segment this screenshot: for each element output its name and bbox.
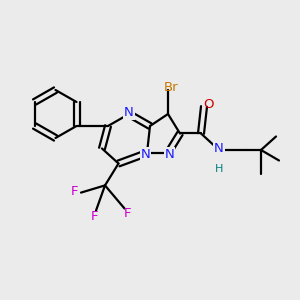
Text: N: N (214, 142, 224, 155)
Text: N: N (141, 148, 150, 161)
Text: Br: Br (164, 81, 178, 94)
Text: N: N (165, 148, 174, 161)
Text: O: O (203, 98, 214, 112)
Text: F: F (91, 209, 98, 223)
Text: F: F (71, 185, 79, 198)
Text: H: H (215, 164, 223, 175)
Text: F: F (124, 207, 131, 220)
Text: N: N (124, 106, 134, 119)
